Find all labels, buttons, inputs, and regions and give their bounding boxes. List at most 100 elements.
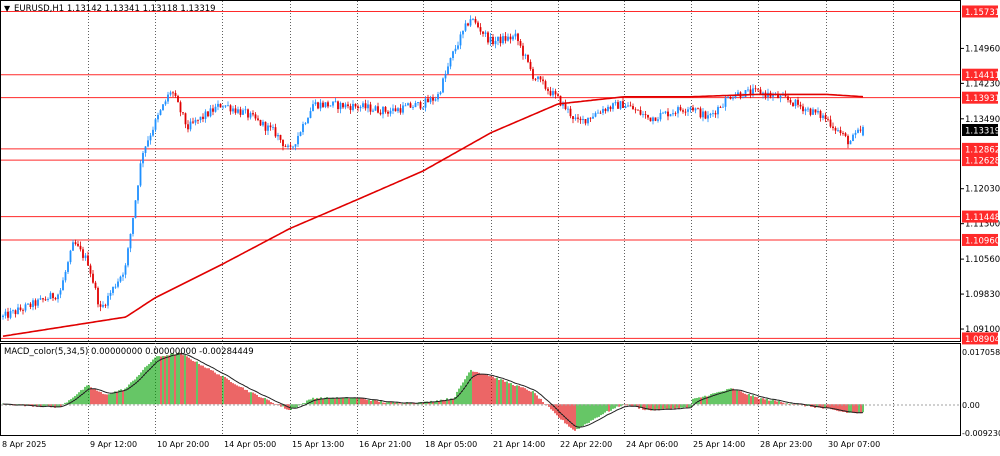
macd-bar xyxy=(246,389,248,405)
macd-bar xyxy=(658,404,660,411)
macd-bar xyxy=(324,397,326,405)
macd-bar xyxy=(252,392,254,405)
candle-body xyxy=(189,121,192,130)
macd-bar xyxy=(500,379,502,405)
macd-bar xyxy=(194,361,196,405)
macd-bar xyxy=(728,388,730,405)
candle-body xyxy=(142,152,144,164)
candle-body xyxy=(599,112,602,114)
macd-bar xyxy=(328,398,330,405)
macd-bar xyxy=(40,404,42,408)
macd-bar xyxy=(484,374,486,405)
macd-bar xyxy=(490,376,492,405)
macd-bar xyxy=(368,399,370,405)
candle-body xyxy=(819,110,822,118)
macd-bar xyxy=(764,399,766,405)
macd-bar xyxy=(228,380,230,405)
horizontal-levels[interactable] xyxy=(1,10,960,339)
macd-bar xyxy=(506,381,508,405)
candle-body xyxy=(794,99,797,107)
candle-body xyxy=(664,111,667,113)
candle-body xyxy=(732,97,734,99)
candle-body xyxy=(359,107,362,109)
candle-body xyxy=(669,114,672,117)
macd-bar xyxy=(478,372,480,405)
macd-bar xyxy=(118,390,120,405)
macd-bar xyxy=(776,401,778,405)
macd-bar xyxy=(302,403,304,405)
candle-body xyxy=(67,262,69,272)
macd-bar xyxy=(50,404,52,408)
macd-bar xyxy=(542,402,544,405)
candle-body xyxy=(637,109,639,111)
candle-body xyxy=(367,104,369,109)
macd-indicator-label: MACD_color(5,34,5) 0.00000000 0.00000000… xyxy=(4,347,254,357)
macd-bar xyxy=(372,399,374,405)
candle-body xyxy=(677,107,679,114)
candle-body xyxy=(457,45,459,49)
macd-bar xyxy=(450,398,452,405)
candle-body xyxy=(409,103,412,108)
candle-body xyxy=(487,32,489,43)
candle-body xyxy=(74,242,77,244)
macd-bar xyxy=(248,392,250,405)
macd-bar xyxy=(612,404,614,409)
macd-bar xyxy=(202,365,204,405)
macd-bar xyxy=(514,385,516,405)
candle-body xyxy=(134,200,137,218)
macd-bar xyxy=(488,376,490,405)
candle-body xyxy=(354,103,357,107)
macd-bar xyxy=(486,374,488,405)
candle-body xyxy=(172,92,174,94)
macd-bar xyxy=(540,398,542,405)
candle-body xyxy=(114,286,117,288)
macd-bar xyxy=(598,404,600,417)
candle-body xyxy=(414,102,417,108)
macd-bar xyxy=(666,404,668,410)
macd-bar xyxy=(518,385,520,405)
macd-bar xyxy=(516,385,518,405)
macd-bar xyxy=(180,352,182,405)
macd-bar xyxy=(566,404,568,425)
macd-bar xyxy=(842,404,844,412)
candle-body xyxy=(847,135,849,145)
macd-bar xyxy=(86,385,88,405)
macd-bar xyxy=(536,395,538,405)
candle-body xyxy=(659,113,662,120)
chart-header-arrow[interactable]: ▼ xyxy=(4,4,11,13)
macd-bar xyxy=(376,400,378,405)
macd-bar xyxy=(100,392,102,405)
macd-bar xyxy=(308,399,310,405)
candle-body xyxy=(482,31,484,34)
macd-bar xyxy=(782,402,784,405)
macd-bar xyxy=(396,402,398,405)
macd-bar xyxy=(856,404,858,414)
price-tick-label: 1.10560 xyxy=(965,255,1000,265)
candle-body xyxy=(852,134,854,142)
macd-bar xyxy=(388,401,390,405)
macd-bar xyxy=(212,370,214,405)
candle-body xyxy=(27,303,29,305)
candle-body xyxy=(654,117,657,121)
candle-body xyxy=(174,92,177,96)
candle-body xyxy=(234,108,237,113)
candle-body xyxy=(187,124,189,130)
candle-body xyxy=(54,298,57,300)
candle-body xyxy=(89,265,92,274)
candle-body xyxy=(522,45,524,56)
macd-bar xyxy=(92,388,94,405)
macd-bar xyxy=(640,404,642,408)
macd-bar xyxy=(470,369,472,405)
candle-body xyxy=(149,135,152,141)
macd-bar xyxy=(742,392,744,405)
macd-bar xyxy=(188,357,190,405)
macd-bar xyxy=(176,353,178,405)
macd-bar xyxy=(460,385,462,405)
candle-body xyxy=(144,146,147,153)
macd-bar xyxy=(550,404,552,410)
candle-body xyxy=(477,22,479,28)
macd-bar xyxy=(414,403,416,405)
macd-bar xyxy=(336,397,338,405)
macd-bar xyxy=(200,365,202,405)
